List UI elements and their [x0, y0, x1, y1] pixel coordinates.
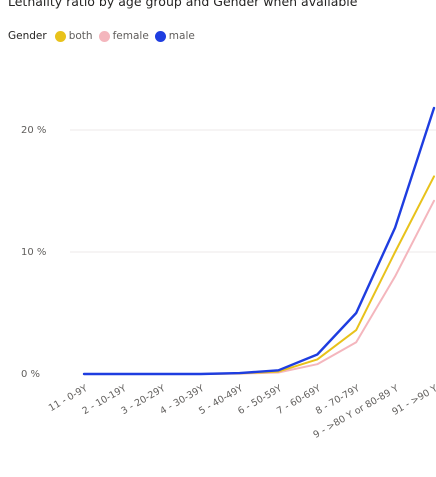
y-tick-label: 10 % [21, 247, 46, 258]
legend-item-both[interactable]: both [54, 30, 93, 42]
series-line-male[interactable] [82, 106, 436, 376]
legend-item-female[interactable]: female [98, 30, 149, 42]
legend-marker-male [154, 30, 166, 42]
y-tick-label: 20 % [21, 125, 46, 136]
legend-marker-female [98, 30, 110, 42]
legend-title: Gender [8, 30, 47, 42]
series-line-both[interactable] [83, 175, 435, 375]
series-line-female[interactable] [83, 199, 435, 375]
y-tick-label: 0 % [21, 369, 40, 380]
legend-marker-both [54, 30, 66, 42]
legend-label-both: both [68, 30, 93, 42]
legend: Gender both female male [8, 30, 201, 42]
legend-item-male[interactable]: male [154, 30, 195, 42]
legend-label-female: female [112, 30, 149, 42]
legend-label-male: male [168, 30, 195, 42]
chart-title: Lethality ratio by age group and Gender … [8, 0, 358, 9]
